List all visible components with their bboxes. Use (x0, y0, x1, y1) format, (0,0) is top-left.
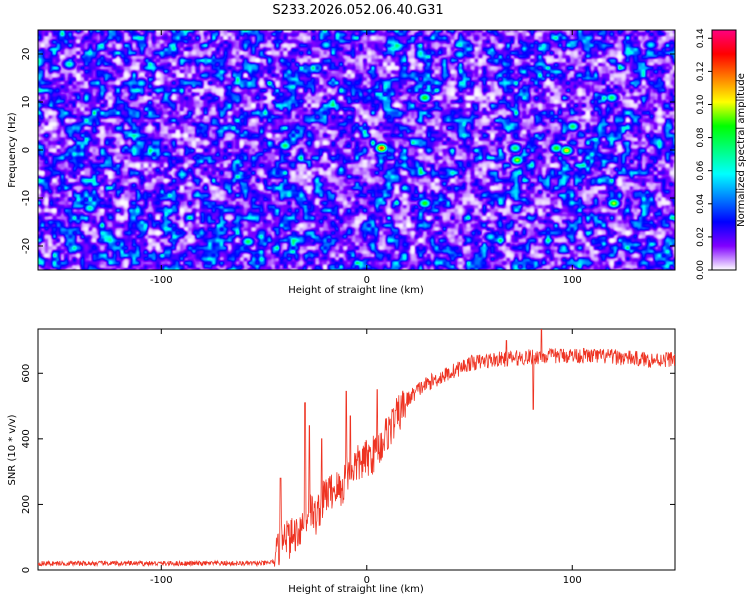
colorbar-tick-label: 0.00 (696, 260, 706, 280)
snr-y-tick-label: 200 (21, 495, 32, 514)
colorbar-tick-label: 0.06 (696, 160, 706, 180)
heatmap-x-ticks: -100 0 100 (150, 30, 582, 286)
heatmap-y-tick-label: 0 (21, 147, 32, 153)
snr-frame (37, 328, 676, 571)
snr-x-tick-label: 100 (563, 575, 582, 586)
colorbar-tick-label: 0.14 (696, 28, 706, 48)
colorbar: 0.00 0.02 0.04 0.06 0.08 0.10 0.12 0.14 Normali… (696, 28, 747, 280)
heatmap-x-label: Height of straight line (km) (288, 285, 424, 296)
heatmap-y-tick-label: 20 (21, 48, 32, 61)
heatmap-y-tick-label: -20 (21, 238, 32, 254)
colorbar-tick-label: 0.04 (696, 194, 706, 214)
heatmap-y-label: Frequency (Hz) (7, 112, 18, 188)
snr-x-tick-label: -100 (150, 575, 173, 586)
snr-x-label: Height of straight line (km) (288, 584, 424, 595)
heatmap-y-ticks: -20 -10 0 10 20 (21, 48, 675, 254)
colorbar-tick-label: 0.02 (696, 227, 706, 247)
heatmap-y-tick-label: -10 (21, 190, 32, 206)
colorbar-tick-label: 0.12 (696, 61, 706, 81)
heatmap-x-tick-label: 0 (364, 275, 370, 286)
colorbar-label: Normalized spectral amplitude (736, 73, 747, 227)
snr-y-tick-label: 600 (21, 364, 32, 383)
snr-series-line (38, 329, 675, 568)
heatmap-image (38, 30, 675, 270)
colorbar-tick-label: 0.08 (696, 127, 706, 147)
snr-y-tick-label: 0 (21, 567, 32, 573)
snr-x-tick-label: 0 (364, 575, 370, 586)
chart-title: S233.2026.052.06.40.G31 (272, 3, 443, 18)
snr-y-label: SNR (10 * v/v) (7, 414, 18, 485)
snr-y-tick-label: 400 (21, 429, 32, 448)
heatmap-x-tick-label: -100 (150, 275, 173, 286)
colorbar-gradient (711, 29, 737, 271)
colorbar-tick-label: 0.10 (696, 94, 706, 114)
heatmap-y-tick-label: 10 (21, 96, 32, 109)
heatmap-x-tick-label: 100 (563, 275, 582, 286)
colorbar-ticks: 0.00 0.02 0.04 0.06 0.08 0.10 0.12 0.14 (696, 28, 712, 280)
snr-x-ticks: -100 0 100 (150, 329, 582, 586)
snr-panel: -100 0 100 0 200 400 600 Height of straight l… (7, 328, 676, 595)
snr-y-ticks: 0 200 400 600 (21, 364, 675, 573)
